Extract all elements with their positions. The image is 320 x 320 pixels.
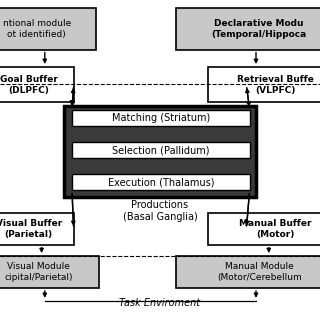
FancyBboxPatch shape	[72, 174, 250, 190]
Text: Productions
(Basal Ganglia): Productions (Basal Ganglia)	[123, 200, 197, 222]
FancyBboxPatch shape	[176, 256, 320, 288]
FancyBboxPatch shape	[72, 110, 250, 126]
Text: Matching (Striatum): Matching (Striatum)	[112, 113, 210, 123]
Text: Execution (Thalamus): Execution (Thalamus)	[108, 177, 214, 187]
Text: Visual Buffer
(Parietal): Visual Buffer (Parietal)	[0, 219, 62, 238]
FancyBboxPatch shape	[64, 106, 256, 197]
FancyBboxPatch shape	[176, 8, 320, 50]
Text: Manual Module
(Motor/Cerebellum: Manual Module (Motor/Cerebellum	[217, 262, 301, 282]
FancyBboxPatch shape	[72, 142, 250, 158]
Text: Declarative Modu
(Temporal/Hippoca: Declarative Modu (Temporal/Hippoca	[212, 19, 307, 38]
Text: Selection (Pallidum): Selection (Pallidum)	[112, 145, 210, 155]
FancyBboxPatch shape	[208, 67, 320, 102]
FancyBboxPatch shape	[0, 256, 99, 288]
FancyBboxPatch shape	[0, 67, 74, 102]
Text: Retrieval Buffe
(VLPFC): Retrieval Buffe (VLPFC)	[237, 75, 314, 94]
Text: Visual Module
cipital/Parietal): Visual Module cipital/Parietal)	[4, 262, 73, 282]
Text: ntional module
ot identified): ntional module ot identified)	[3, 19, 71, 38]
Text: Manual Buffer
(Motor): Manual Buffer (Motor)	[239, 219, 311, 238]
FancyBboxPatch shape	[0, 213, 74, 245]
Text: Goal Buffer
(DLPFC): Goal Buffer (DLPFC)	[0, 75, 58, 94]
Text: Task Enviroment: Task Enviroment	[119, 298, 201, 308]
FancyBboxPatch shape	[0, 8, 96, 50]
FancyBboxPatch shape	[208, 213, 320, 245]
